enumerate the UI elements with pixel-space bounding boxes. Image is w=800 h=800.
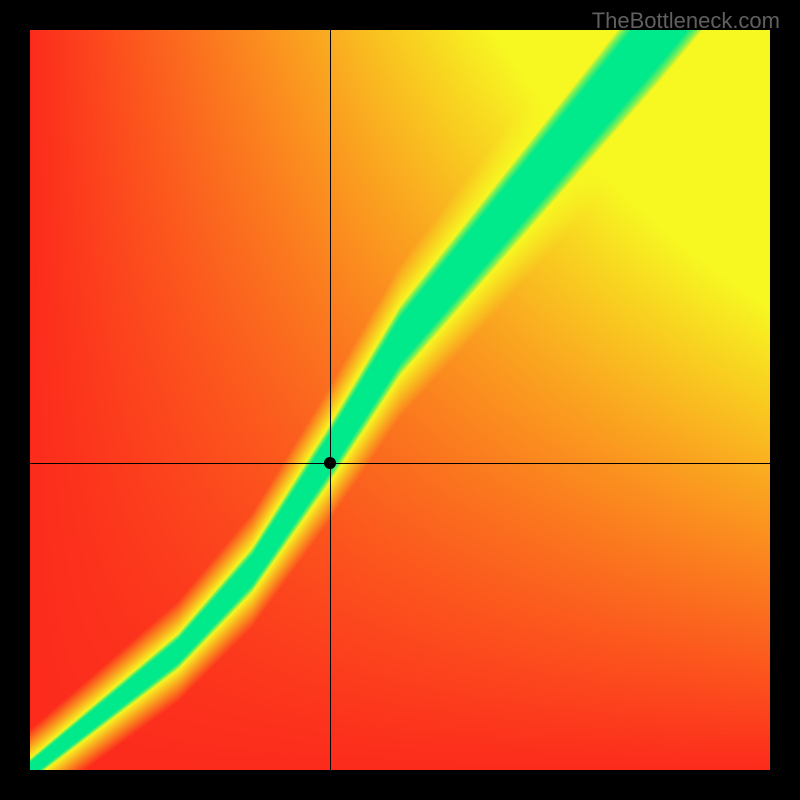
watermark-text: TheBottleneck.com bbox=[592, 8, 780, 34]
crosshair-vertical bbox=[330, 30, 331, 770]
chart-container: TheBottleneck.com bbox=[0, 0, 800, 800]
crosshair-horizontal bbox=[30, 463, 770, 464]
data-point-marker bbox=[324, 457, 336, 469]
plot-area bbox=[30, 30, 770, 770]
heatmap-canvas bbox=[30, 30, 770, 770]
